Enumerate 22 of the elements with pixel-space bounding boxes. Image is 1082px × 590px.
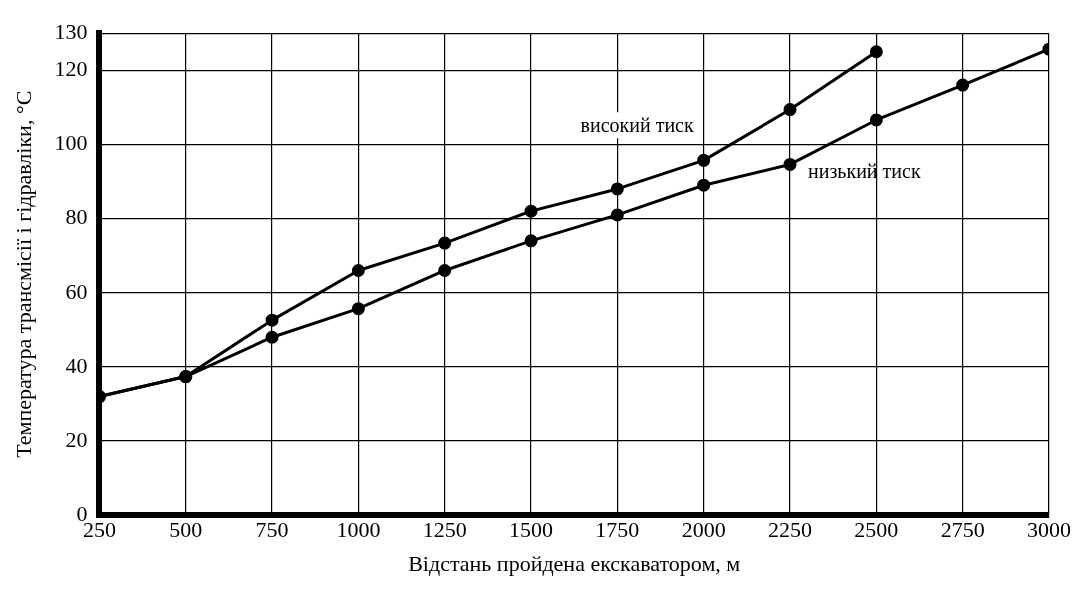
x-tick-label: 2250 [768, 517, 813, 543]
x-tick-label: 750 [255, 517, 289, 543]
x-tick-label: 1500 [509, 517, 554, 543]
y-tick-label: 20 [65, 426, 88, 452]
x-tick-label: 3000 [1027, 517, 1071, 543]
y-tick-label: 40 [65, 352, 88, 378]
y-tick-label: 80 [65, 204, 88, 230]
y-tick-label: 100 [54, 130, 88, 156]
y-tick-label: 130 [54, 18, 88, 44]
x-tick-label: 1250 [422, 517, 467, 543]
series-label: високий тиск [580, 114, 694, 137]
x-tick-label: 2500 [854, 517, 899, 543]
series-label: низький тиск [808, 160, 921, 183]
x-axis-title: Відстань пройдена екскаватором, м [408, 550, 741, 576]
x-tick-label: 500 [169, 517, 203, 543]
x-tick-label: 2750 [940, 517, 985, 543]
y-axis-title: Температура трансмісії і гідравліки, °C [10, 90, 36, 458]
y-tick-label: 120 [54, 56, 88, 82]
x-tick-label: 2000 [681, 517, 726, 543]
y-tick-label: 60 [65, 278, 88, 304]
x-tick-label: 1000 [336, 517, 381, 543]
x-tick-label: 1750 [595, 517, 640, 543]
